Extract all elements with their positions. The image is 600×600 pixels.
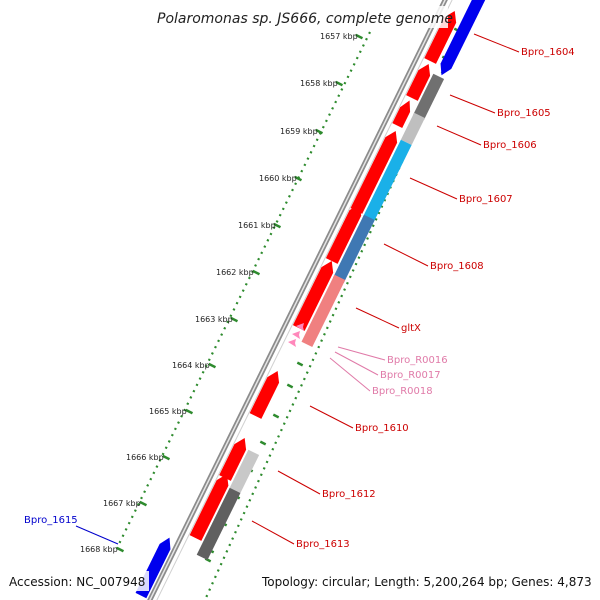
scale-tick-mark <box>272 413 280 419</box>
leader-line <box>436 125 482 146</box>
scale-tick-mark <box>259 440 267 446</box>
leader-line <box>251 520 295 545</box>
gene-red[interactable] <box>424 10 457 64</box>
scale-label: 1662 kbp <box>216 268 254 277</box>
title-backdrop <box>150 6 448 28</box>
scale-label: 1663 kbp <box>195 315 233 324</box>
gene-label-bpro-1604[interactable]: Bpro_1604 <box>521 47 575 58</box>
map-title: Polaromonas sp. JS666, complete genome <box>157 11 453 27</box>
accession-text: Accession: NC_007948 <box>9 575 145 589</box>
leader-line <box>383 243 429 267</box>
gene-bpro-1608[interactable] <box>332 214 375 284</box>
leader-line <box>449 94 496 114</box>
gene-gltx[interactable] <box>301 274 346 348</box>
leader-line <box>355 307 400 329</box>
leader-line <box>334 351 379 376</box>
scale-tick-mark <box>185 408 194 415</box>
scale-tick-mark <box>294 175 303 182</box>
gene-label-bpro-1610[interactable]: Bpro_1610 <box>355 423 409 434</box>
scale-label: 1665 kbp <box>149 407 187 416</box>
scale-label: 1664 kbp <box>172 361 210 370</box>
gene-red[interactable] <box>325 203 362 264</box>
footer-backdrop-right <box>257 571 595 591</box>
leader-line <box>277 470 321 495</box>
gene-features <box>135 0 488 599</box>
gene-label-bpro-r0017[interactable]: Bpro_R0017 <box>380 370 441 381</box>
scale-tick-mark <box>139 500 148 507</box>
leader-line <box>473 33 520 53</box>
scale-label: 1661 kbp <box>238 221 276 230</box>
gene-label-bpro-1612[interactable]: Bpro_1612 <box>322 489 376 500</box>
scale-label: 1667 kbp <box>103 499 141 508</box>
genome-summary-text: Topology: circular; Length: 5,200,264 bp… <box>261 575 592 589</box>
scale-tick-mark <box>162 454 171 461</box>
gene-red[interactable] <box>392 100 411 128</box>
scale-tick-mark <box>116 546 125 553</box>
gene-label-bpro-r0018[interactable]: Bpro_R0018 <box>372 386 433 397</box>
scale-tick-mark <box>286 383 294 389</box>
label-leader-lines <box>75 33 520 545</box>
gene-red[interactable] <box>292 260 334 331</box>
gene-bpro-1612[interactable] <box>229 449 260 494</box>
gene-bpro-1606[interactable] <box>400 112 425 146</box>
scale-tick-mark <box>296 361 304 367</box>
leader-line <box>329 357 371 392</box>
scale-tick-mark <box>315 128 324 135</box>
gene-red[interactable] <box>406 63 431 101</box>
gene-label-bpro-1605[interactable]: Bpro_1605 <box>497 108 551 119</box>
scale-tick-mark <box>252 269 261 276</box>
gene-red[interactable] <box>350 130 398 214</box>
trna-feature[interactable] <box>288 339 296 347</box>
tick-ring-outer <box>116 31 371 549</box>
gene-red[interactable] <box>249 370 280 419</box>
gene-bpro-1605[interactable] <box>413 73 445 121</box>
scale-tick-mark <box>230 316 239 323</box>
scale-label: 1668 kbp <box>80 545 118 554</box>
gene-label-bpro-1607[interactable]: Bpro_1607 <box>459 194 513 205</box>
footer-backdrop-left <box>4 571 149 591</box>
leader-line <box>75 525 119 545</box>
scale-label: 1659 kbp <box>280 127 318 136</box>
scale-label: 1666 kbp <box>126 453 164 462</box>
scale-tick-mark <box>355 33 364 40</box>
gene-bpro-1607[interactable] <box>362 139 412 224</box>
scale-label: 1657 kbp <box>320 32 358 41</box>
scale-label: 1660 kbp <box>259 174 297 183</box>
scale-tick-mark <box>335 80 344 87</box>
leader-line <box>309 405 354 429</box>
gene-label-bpro-1608[interactable]: Bpro_1608 <box>430 261 484 272</box>
trna-feature[interactable] <box>292 331 300 339</box>
backbone-inner <box>149 0 446 600</box>
gene-red[interactable] <box>189 473 229 541</box>
leader-line <box>409 177 458 200</box>
scale-tick-mark <box>273 222 282 229</box>
gene-label-bpro-r0016[interactable]: Bpro_R0016 <box>387 355 448 366</box>
gene-label-gltx[interactable]: gltX <box>401 323 421 334</box>
gene-bpro-1604[interactable] <box>440 0 488 76</box>
backbone-shadow <box>156 0 453 600</box>
scale-tick-mark <box>208 362 217 369</box>
gene-red[interactable] <box>219 437 247 481</box>
leader-line <box>337 346 386 361</box>
gene-bpro-1613[interactable] <box>196 487 241 561</box>
gene-label-bpro-1613[interactable]: Bpro_1613 <box>296 539 350 550</box>
scale-label: 1658 kbp <box>300 79 338 88</box>
gene-label-bpro-1606[interactable]: Bpro_1606 <box>483 140 537 151</box>
gene-label-bpro-1615[interactable]: Bpro_1615 <box>24 515 78 526</box>
trna-feature[interactable] <box>296 323 304 331</box>
